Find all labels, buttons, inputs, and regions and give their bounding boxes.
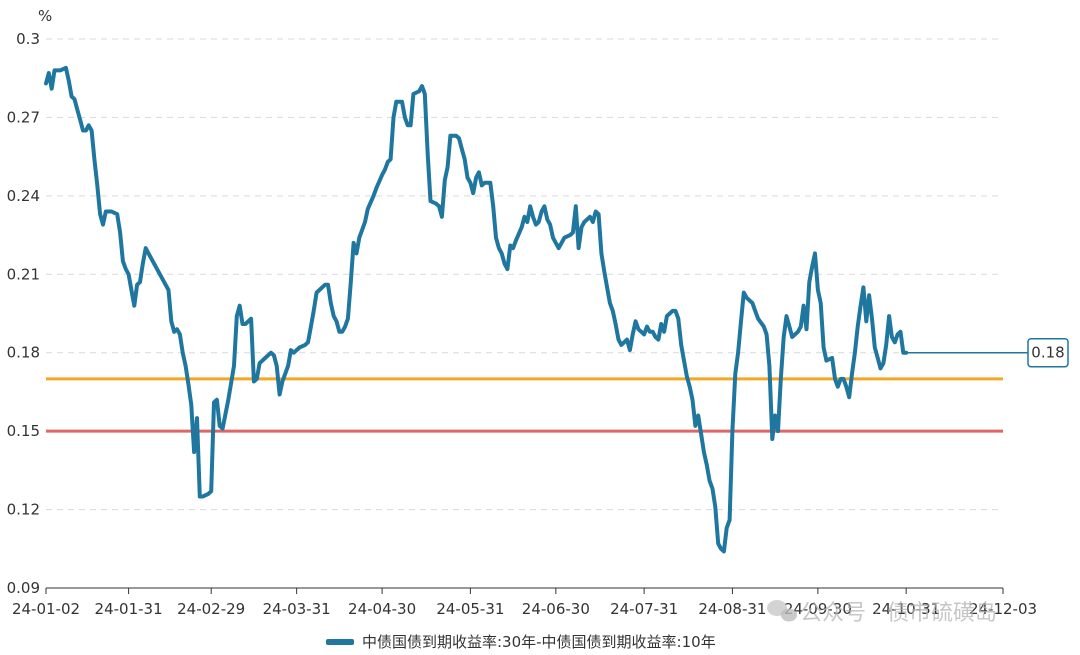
x-tick-label: 24-10-31 bbox=[872, 600, 940, 618]
x-axis-ticks: 24-01-02 24-01-31 24-02-29 24-03-31 24-04-30… bbox=[12, 588, 1037, 618]
x-tick-label: 24-07-31 bbox=[610, 600, 678, 618]
x-tick-label: 24-05-31 bbox=[436, 600, 504, 618]
y-unit-label: % bbox=[38, 7, 52, 25]
y-tick-label: 0.12 bbox=[7, 501, 40, 519]
callout-box bbox=[1027, 337, 1069, 368]
x-tick-label: 24-09-30 bbox=[784, 600, 852, 618]
x-tick-label: 24-02-29 bbox=[177, 600, 245, 618]
x-tick-label: 24-12-03 bbox=[969, 600, 1037, 618]
legend-label: 中债国债到期收益率:30年-中债国债到期收益率:10年 bbox=[362, 633, 716, 651]
x-tick-label: 24-01-02 bbox=[12, 600, 80, 618]
x-tick-label: 24-01-31 bbox=[95, 600, 163, 618]
legend[interactable]: 中债国债到期收益率:30年-中债国债到期收益率:10年 bbox=[326, 633, 716, 651]
y-tick-label: 0.3 bbox=[16, 30, 40, 48]
y-tick-label: 0.09 bbox=[7, 579, 40, 597]
y-tick-label: 0.24 bbox=[7, 187, 40, 205]
watermark-text: 公众号 · 债市硫磺岛 bbox=[800, 601, 997, 626]
last-value-label: 0.18 bbox=[1031, 344, 1064, 362]
last-value-callout: 0.18 bbox=[906, 337, 1069, 368]
watermark: 公众号 · 债市硫磺岛 bbox=[767, 600, 997, 626]
x-tick-label: 24-04-30 bbox=[348, 600, 416, 618]
grid-lines bbox=[46, 38, 1003, 511]
series-line[interactable] bbox=[44, 65, 909, 554]
x-tick-label: 24-06-30 bbox=[522, 600, 590, 618]
y-tick-label: 0.27 bbox=[7, 108, 40, 126]
y-tick-label: 0.21 bbox=[7, 265, 40, 283]
x-tick-label: 24-08-31 bbox=[698, 600, 766, 618]
y-tick-label: 0.18 bbox=[7, 344, 40, 362]
x-tick-label: 24-03-31 bbox=[263, 600, 331, 618]
y-tick-label: 0.15 bbox=[7, 422, 40, 440]
y-axis-ticks: 0.09 0.12 0.15 0.18 0.21 0.24 0.27 0.3 bbox=[7, 30, 40, 597]
wechat-icon bbox=[767, 600, 797, 622]
legend-swatch bbox=[326, 639, 354, 645]
